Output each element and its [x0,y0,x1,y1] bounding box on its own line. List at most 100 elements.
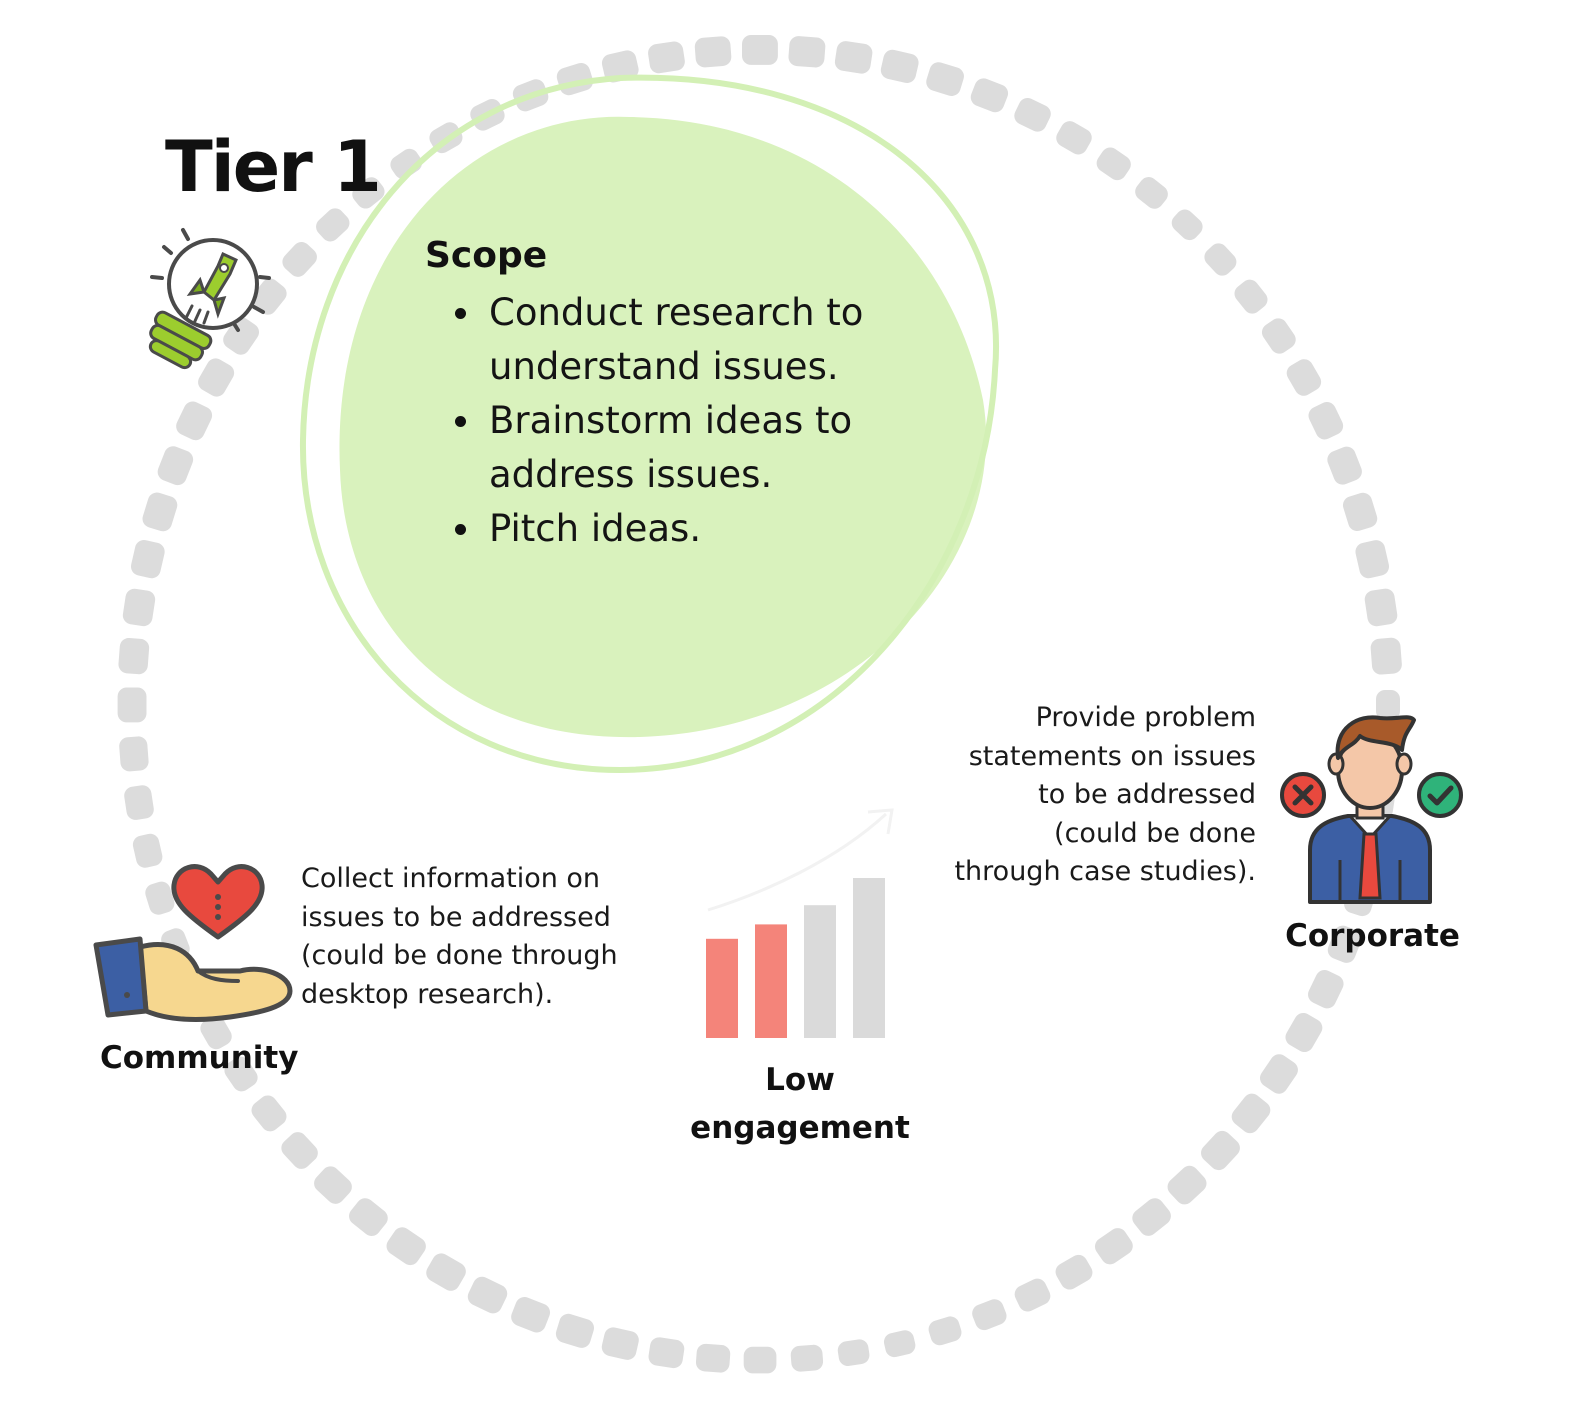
ring-dot [1014,97,1051,132]
ring-dot [1376,690,1400,720]
ring-dot [1201,1130,1240,1171]
ring-dot [926,62,964,96]
ring-dot [511,1296,551,1333]
ring-dot [970,78,1009,113]
lightbulb-rocket-icon [148,228,271,370]
ring-dot [601,1327,639,1360]
ring-dot [316,208,350,242]
ring-dot [124,785,154,820]
ring-dot [200,1015,232,1050]
ring-dot [352,177,385,209]
engagement-bar [755,924,787,1038]
ring-dot [1285,1012,1323,1053]
businessman-icon [1308,715,1432,904]
approve-icon [1417,772,1463,818]
ring-dot [1171,209,1203,241]
ring-dot [142,492,178,532]
ring-dot [1327,446,1362,485]
ring-dot [788,36,826,68]
ring-dot [883,1330,916,1358]
ring-dot [1234,279,1268,314]
ring-dot [349,1198,388,1236]
corporate-label: Corporate [1285,918,1460,954]
scope-item: Pitch ideas. [455,502,909,556]
corporate-description: Provide problem statements on issues to … [954,702,1256,887]
ring-dot [282,242,317,277]
ring-dot [119,736,149,772]
ring-dot [198,358,235,397]
ring-dot [1167,1165,1207,1205]
ring-dot [1355,540,1390,579]
ring-dot [223,317,260,355]
ring-dot [157,446,194,486]
engagement-label: Low engagement [690,1062,910,1146]
ring-dot [224,1056,258,1092]
ring-dot [695,1343,731,1373]
ring-dot [145,881,175,915]
ring-dot [281,1132,318,1169]
ring-dot [132,833,163,868]
ring-dot [1055,1254,1093,1290]
ring-dot [928,1316,962,1346]
scope-heading: Scope [425,235,548,276]
tier-title: Tier 1 [165,126,382,208]
scope-blob-outline [299,74,1000,774]
ring-dot [118,637,150,675]
ring-dot [648,1337,685,1369]
ring-dot [790,1344,824,1372]
scope-item: Conduct research to understand issues. [455,286,909,394]
ring-dot [1014,1278,1051,1312]
ring-dot [601,50,639,83]
bar-chart-icon [706,808,894,1038]
ring-dot [1308,970,1344,1009]
ring-dot [1260,1054,1298,1094]
ring-dot [467,1276,508,1314]
ring-dot [1056,121,1092,155]
ring-dot [1231,1093,1271,1134]
ring-dot [122,588,156,627]
ring-dot [1132,1198,1171,1236]
ring-dot [314,1166,352,1204]
scope-blob-fill [339,116,987,738]
ring-dot [1364,588,1398,627]
ring-dot [648,41,685,74]
ring-dot [1370,637,1402,675]
ring-dot [555,1313,595,1348]
ring-dot [834,41,873,74]
community-description: Collect information on issues to be addr… [301,863,618,1010]
ring-dot [251,278,287,315]
engagement-bar [804,905,836,1038]
ring-dot [1327,925,1362,963]
ring-dot [1204,243,1237,276]
scope-item: Brainstorm ideas to address issues. [455,394,909,502]
ring-dot [1342,492,1378,532]
ring-dot [117,687,147,723]
ring-dot [880,49,919,84]
ring-dot [1308,402,1344,440]
ring-dot [176,401,213,441]
scope-list: Conduct research to understand issues. B… [425,286,909,556]
engagement-bar [853,878,885,1038]
ring-dot [972,1299,1007,1331]
ring-dot [251,1095,287,1132]
ring-dot [1096,147,1131,181]
reject-icon [1280,772,1326,818]
ring-dot [1135,177,1168,209]
ring-dot [743,1346,777,1374]
scope-panel: Scope Conduct research to understand iss… [425,236,909,556]
ring-dot [1261,318,1296,354]
ring-dot [694,36,732,68]
engagement-bar [706,938,738,1038]
engagement-bars [706,878,885,1038]
community-label: Community [100,1040,299,1076]
ring-dot [837,1339,870,1367]
ring-dot [1094,1228,1133,1265]
ring-dot [742,35,778,65]
ring-dots [117,35,1402,1374]
heart-hand-icon [93,864,293,1022]
ring-dot [386,1227,426,1266]
ring-dot [426,1253,466,1291]
ring-dot [1286,359,1322,396]
ring-dot [130,540,165,579]
